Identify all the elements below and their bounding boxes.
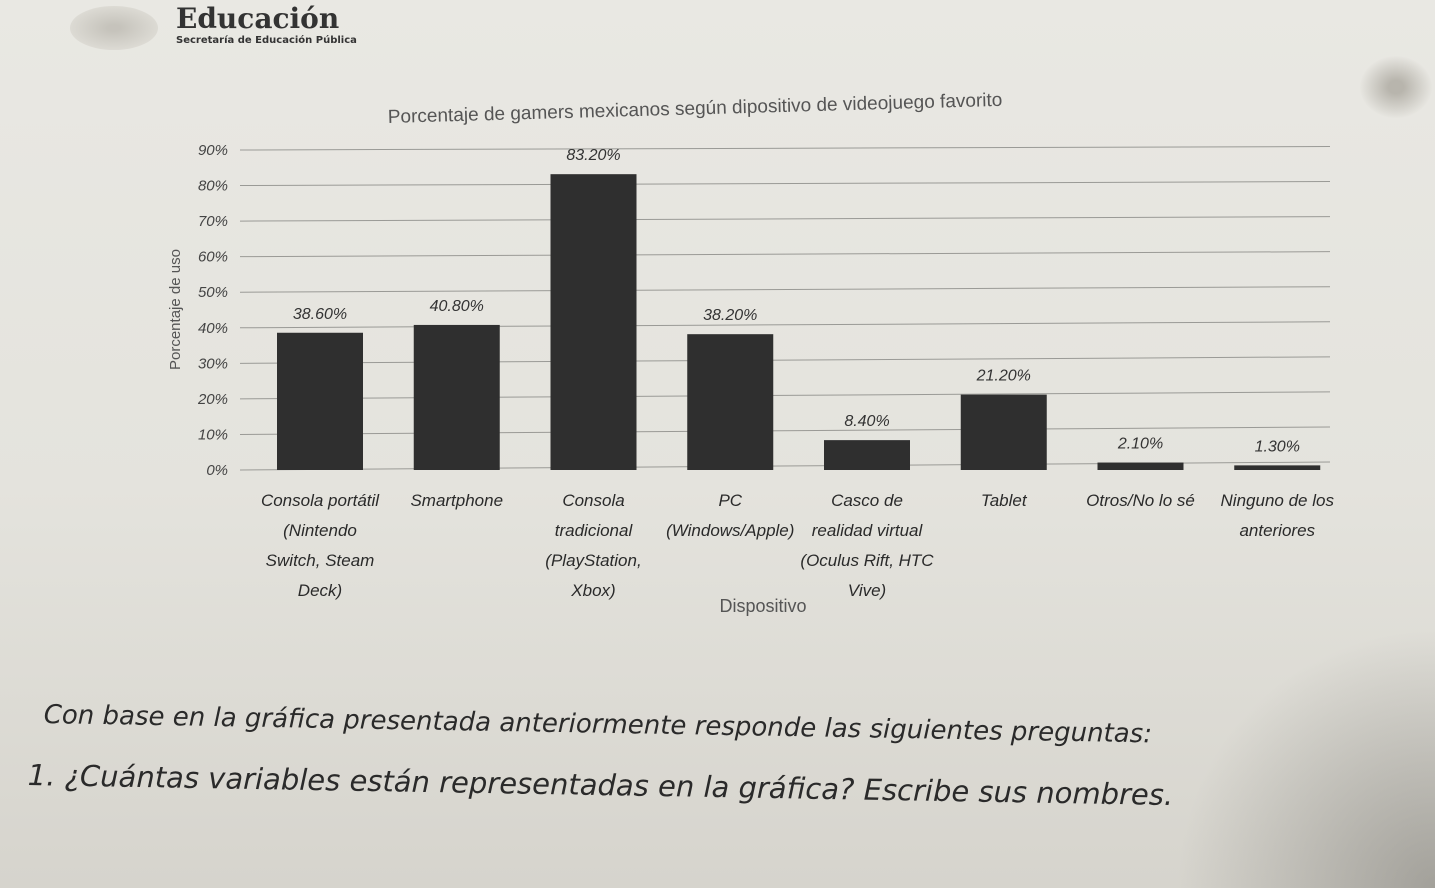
mexico-seal-icon [70,6,158,50]
gridline [239,181,1331,187]
brand-title: Educación [176,2,340,35]
gridline [239,321,1331,329]
x-tick-label: Ninguno de los [1221,491,1335,510]
y-tick-label: 10% [198,426,228,443]
data-label: 38.20% [703,307,757,324]
x-tick-label: Consola portátil [261,491,380,510]
x-tick-label: Xbox) [570,581,615,600]
data-label: 2.10% [1117,436,1163,453]
x-tick-label: Consola [562,491,624,510]
data-label: 21.20% [976,368,1031,385]
y-tick-label: 40% [198,320,228,337]
x-tick-label: Tablet [981,491,1028,510]
bar [550,174,637,470]
gridline [239,426,1331,435]
y-tick-label: 50% [198,284,228,301]
x-tick-label: PC [718,491,742,510]
x-tick-label: Casco de [831,491,903,510]
y-axis-title: Porcentaje de uso [167,249,184,370]
shadow-overlay [1175,628,1435,888]
gridline [239,251,1331,258]
gridline [239,356,1331,364]
x-tick-label: Otros/No lo sé [1086,491,1195,510]
data-label: 38.60% [293,306,347,323]
x-tick-label: (PlayStation, [545,551,641,570]
y-tick-label: 90% [198,142,228,159]
bar [1097,462,1184,470]
data-label: 1.30% [1255,438,1300,455]
data-label: 40.80% [430,298,484,315]
gridline [239,391,1331,400]
x-tick-label: Switch, Steam [266,551,375,570]
x-tick-label: Smartphone [410,491,503,510]
bar [960,394,1047,470]
bar-chart: 0% 10% 20% 30% 40% 50% 60% 70% 80% 90% Porcentaje … [167,90,1335,616]
gridline [239,216,1331,222]
seal-right-icon [1360,56,1432,118]
y-tick-label: 70% [198,213,228,230]
y-tick-label: 0% [206,462,228,479]
x-tick-label: (Windows/Apple) [666,521,794,540]
bar [687,334,774,470]
x-tick-label: anteriores [1239,521,1315,540]
bar [413,324,500,470]
x-tick-label: (Oculus Rift, HTC [800,551,934,570]
gridline [239,146,1331,151]
y-tick-label: 20% [197,391,228,408]
x-tick-label: Vive) [848,581,886,600]
x-tick-label: realidad virtual [812,521,924,540]
gridline [239,286,1331,293]
x-axis-title: Dispositivo [719,596,806,616]
data-label: 8.40% [844,413,889,430]
x-tick-label: Deck) [298,581,342,600]
x-tick-label: tradicional [555,521,634,540]
data-label: 83.20% [566,147,620,164]
y-tick-label: 30% [198,355,228,372]
y-tick-label: 60% [198,249,228,266]
y-tick-label: 80% [198,178,228,195]
x-tick-label: (Nintendo [283,521,357,540]
chart-title: Porcentaje de gamers mexicanos según dip… [388,90,1003,128]
bar [824,440,910,470]
brand-subtitle: Secretaría de Educación Pública [176,35,357,46]
bar [1234,465,1321,470]
bar [277,332,363,470]
